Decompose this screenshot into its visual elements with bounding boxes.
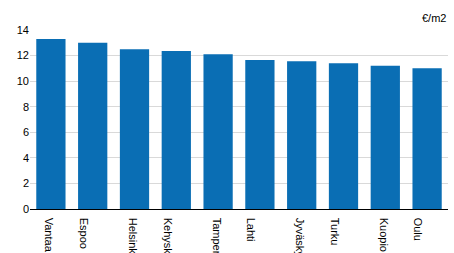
- svg-text:Jyväskylä: Jyväskylä: [294, 218, 306, 253]
- svg-text:0: 0: [23, 203, 29, 215]
- svg-text:Oulu: Oulu: [412, 218, 424, 241]
- svg-text:10: 10: [17, 75, 29, 87]
- svg-text:Tampere: Tampere: [211, 218, 223, 253]
- svg-text:Kehyskunnat: Kehyskunnat: [162, 218, 174, 253]
- svg-text:6: 6: [23, 126, 29, 138]
- svg-text:14: 14: [17, 24, 29, 36]
- svg-text:Kuopio: Kuopio: [378, 218, 390, 252]
- svg-text:Espoo: Espoo: [78, 218, 90, 249]
- svg-text:Lahti: Lahti: [245, 218, 257, 242]
- svg-text:Turku: Turku: [329, 218, 341, 246]
- svg-text:12: 12: [17, 49, 29, 61]
- svg-text:8: 8: [23, 101, 29, 113]
- svg-text:€/m2: €/m2: [422, 12, 446, 24]
- svg-text:2: 2: [23, 177, 29, 189]
- svg-text:4: 4: [23, 152, 29, 164]
- svg-text:Helsinki: Helsinki: [127, 218, 139, 253]
- svg-text:Vantaa: Vantaa: [43, 218, 55, 253]
